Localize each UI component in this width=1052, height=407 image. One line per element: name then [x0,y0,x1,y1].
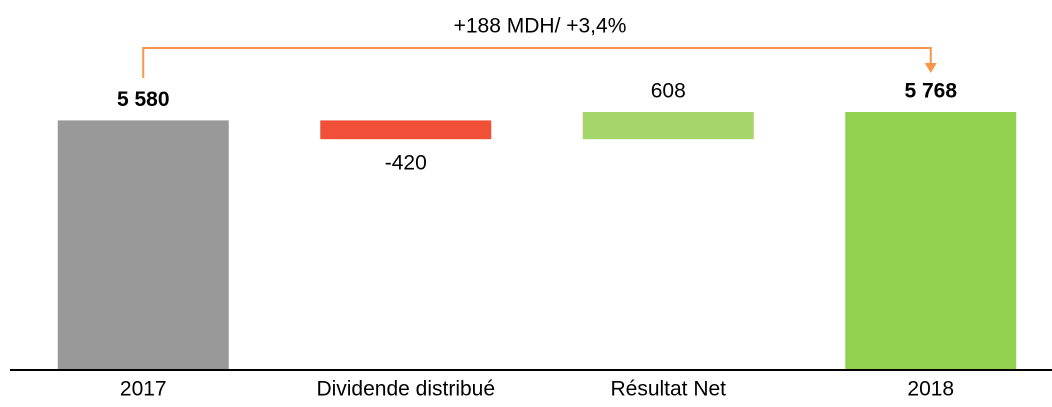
x-tick-label: 2017 [120,378,167,401]
x-tick-label: Dividende distribué [316,378,495,401]
x-tick-label: 2018 [907,378,954,401]
value-label: -420 [385,152,427,175]
arrow-head [924,63,937,73]
bar [845,112,1017,370]
x-tick-label: Résultat Net [610,378,726,401]
bracket [142,47,932,78]
bar [582,112,754,140]
bar [57,120,229,371]
annotation: +188 MDH/ +3,4% [454,15,627,38]
value-label: 608 [651,80,686,103]
bar [320,120,492,140]
value-label: 5 580 [117,88,170,111]
value-label: 5 768 [904,80,957,103]
